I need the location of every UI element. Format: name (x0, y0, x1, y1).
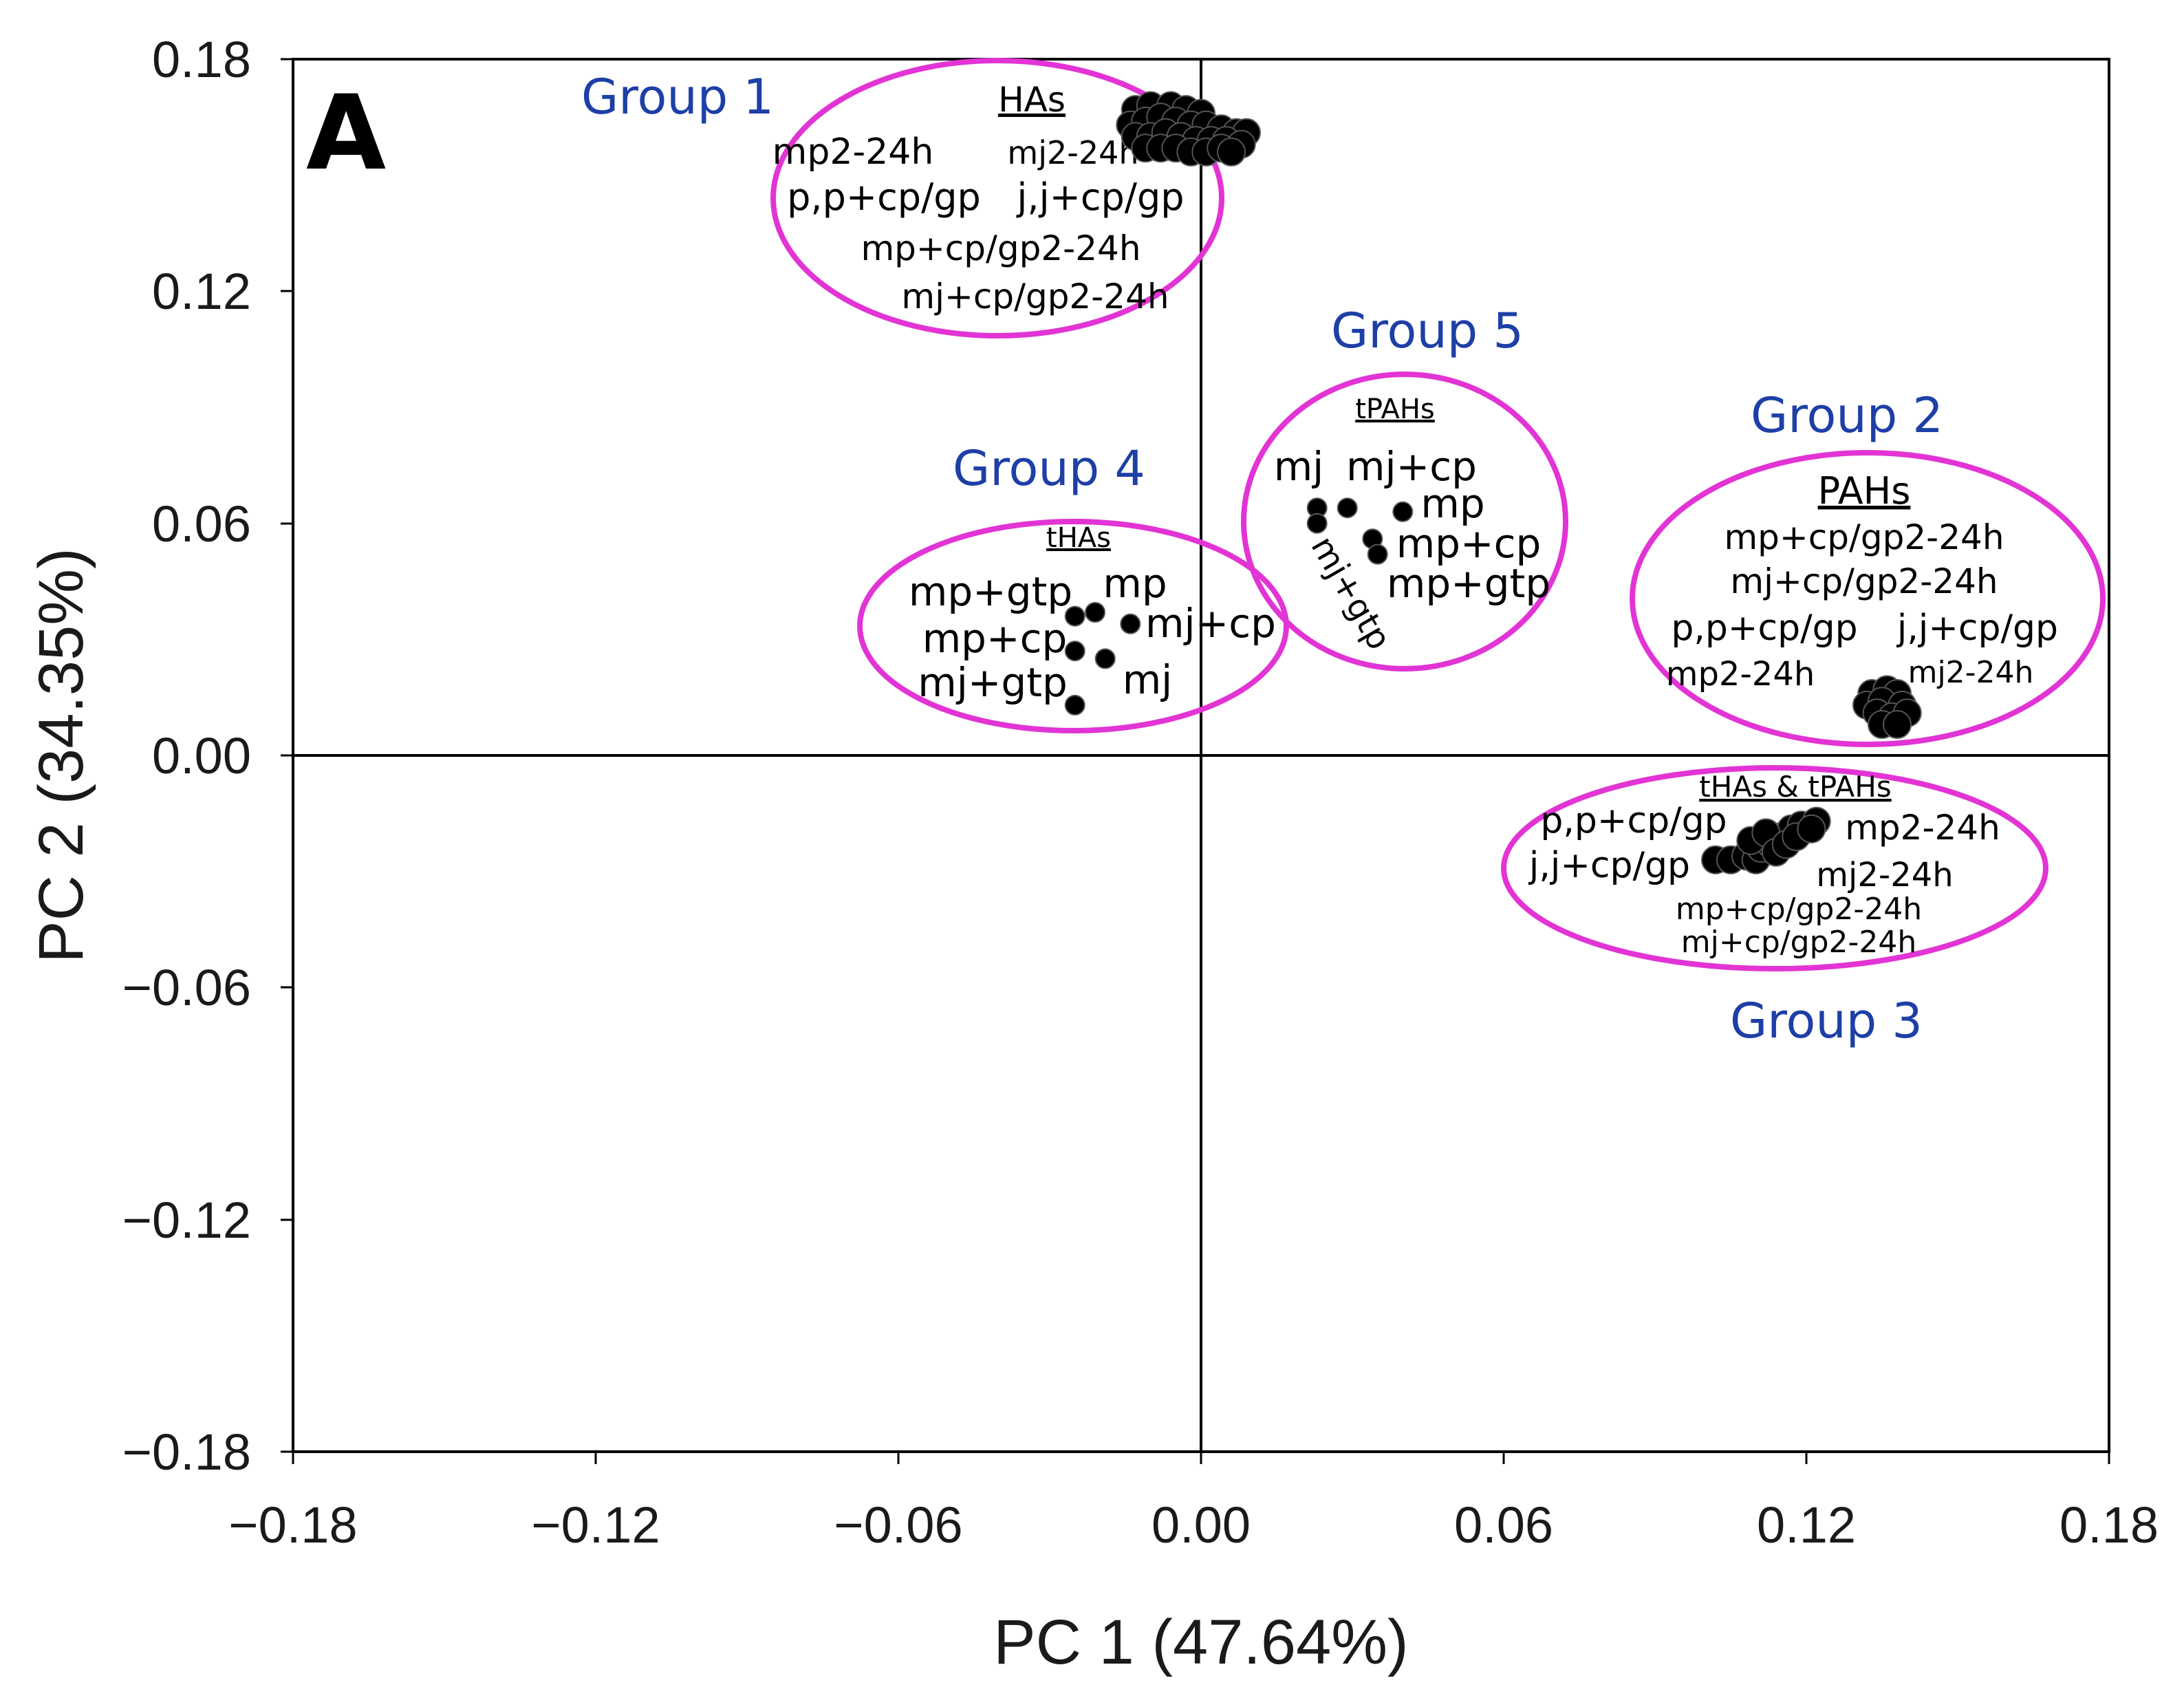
x-tick-label: 0.12 (1757, 1496, 1856, 1554)
group-3-title: Group 3 (1730, 993, 1923, 1049)
group-5-sample-label: mj (1274, 443, 1324, 490)
group-1-ellipse (770, 58, 1224, 338)
group-3-sample-label: mj2-24h (1816, 856, 1953, 894)
group-3-class-label: tHAs & tPAHs (1699, 770, 1891, 804)
y-tick-label: −0.18 (122, 1423, 251, 1481)
x-tick-label: −0.12 (531, 1496, 660, 1554)
y-tick-label: −0.12 (122, 1192, 251, 1249)
group-1-sample-label: mp2-24h (772, 131, 934, 173)
x-tick-label: 0.00 (1152, 1496, 1251, 1554)
data-point (1120, 613, 1141, 634)
group-1-class-label: HAs (998, 80, 1066, 120)
group-1: Group 1 HAs mp2-24h mj2-24h p,p+cp/gp j,… (581, 58, 1261, 338)
y-tick-label: −0.06 (122, 959, 251, 1016)
group-1-title: Group 1 (581, 69, 774, 125)
data-point (1217, 137, 1246, 166)
group-2-sample-label: j,j+cp/gp (1896, 608, 2058, 649)
group-4-sample-label: mp (1103, 560, 1167, 607)
group-5-title: Group 5 (1331, 303, 1524, 359)
group-1-sample-label: mp+cp/gp2-24h (861, 228, 1140, 268)
group-2-sample-label: mp+cp/gp2-24h (1724, 517, 2004, 557)
group-3-points (1701, 806, 1831, 874)
group-4-sample-label: mj+gtp (918, 659, 1068, 706)
group-4-ellipse (857, 519, 1289, 733)
group-5: Group 5 tPAHs mj mj+cp mp mp+cp mp+gtp m… (1241, 303, 1568, 671)
x-axis: −0.18 −0.12 −0.06 0.00 0.06 0.12 0.18 (228, 1452, 2159, 1554)
group-5-sample-label: mp (1420, 480, 1484, 527)
data-point (1797, 814, 1826, 843)
group-4-points (1064, 602, 1141, 716)
x-tick-label: 0.06 (1454, 1496, 1553, 1554)
data-point (1883, 710, 1912, 739)
group-5-sample-label: mp+cp (1396, 520, 1542, 567)
group-3-sample-label: p,p+cp/gp (1540, 800, 1727, 841)
group-2-title: Group 2 (1751, 387, 1943, 444)
data-point (1064, 641, 1085, 662)
y-tick-label: 0.06 (152, 495, 251, 552)
group-3-sample-label: mp+cp/gp2-24h (1676, 892, 1922, 927)
panel-label: A (306, 74, 386, 193)
group-2-class-label: PAHs (1818, 469, 1911, 513)
group-2-ellipse (1630, 450, 2106, 747)
group-3: tHAs & tPAHs p,p+cp/gp mp2-24h j,j+cp/gp… (1501, 765, 2048, 1049)
data-point (1392, 501, 1414, 522)
data-point (1094, 648, 1116, 669)
group-5-sample-label: mj+cp (1346, 443, 1477, 490)
group-4-sample-label: mj+cp (1145, 600, 1276, 647)
group-5-ellipse (1241, 372, 1568, 671)
group-4: Group 4 tHAs mp+gtp mp mp+cp mj+cp mj+gt… (857, 440, 1289, 733)
y-tick-label: 0.12 (152, 263, 251, 320)
group-2-sample-label: mj+cp/gp2-24h (1730, 561, 1998, 601)
group-2-points (1852, 675, 1922, 739)
group-5-sample-label: mp+gtp (1387, 560, 1550, 607)
group-1-sample-label: j,j+cp/gp (1016, 175, 1184, 219)
group-2-sample-label: p,p+cp/gp (1671, 608, 1857, 649)
group-4-sample-label: mj (1123, 656, 1173, 703)
group-4-class-label: tHAs (1046, 522, 1111, 554)
group-2-sample-label: mj2-24h (1908, 655, 2034, 690)
y-tick-label: 0.00 (152, 727, 251, 784)
group-1-sample-label: mj2-24h (1007, 134, 1138, 171)
x-tick-label: 0.18 (2059, 1496, 2159, 1554)
group-1-sample-label: p,p+cp/gp (787, 175, 981, 219)
x-tick-label: −0.18 (228, 1496, 357, 1554)
data-point (1306, 513, 1328, 534)
y-axis: 0.18 0.12 0.06 0.00 −0.06 −0.12 −0.18 (122, 31, 293, 1481)
group-3-sample-label: mp2-24h (1845, 808, 2000, 848)
group-5-class-label: tPAHs (1355, 394, 1435, 425)
data-point (1337, 497, 1358, 519)
y-axis-title: PC 2 (34.35%) (26, 548, 96, 963)
x-tick-label: −0.06 (834, 1496, 962, 1554)
y-tick-label: 0.18 (152, 31, 251, 88)
group-4-sample-label: mp+cp (922, 615, 1068, 662)
group-2: Group 2 PAHs mp+cp/gp2-24h mj+cp/gp2-24h… (1630, 387, 2106, 747)
group-3-ellipse (1501, 765, 2048, 971)
group-3-sample-label: j,j+cp/gp (1528, 845, 1690, 886)
data-point (1085, 602, 1105, 623)
data-point (1064, 694, 1085, 716)
data-point (1064, 605, 1085, 627)
group-1-points (1116, 91, 1261, 166)
group-4-title: Group 4 (953, 440, 1145, 497)
group-5-points (1306, 497, 1414, 565)
data-point (1367, 544, 1388, 565)
group-3-sample-label: mj+cp/gp2-24h (1681, 925, 1917, 960)
group-2-sample-label: mp2-24h (1666, 655, 1815, 694)
group-4-sample-label: mp+gtp (909, 568, 1072, 615)
x-axis-title: PC 1 (47.64%) (993, 1607, 1408, 1677)
group-1-sample-label: mj+cp/gp2-24h (901, 277, 1169, 316)
